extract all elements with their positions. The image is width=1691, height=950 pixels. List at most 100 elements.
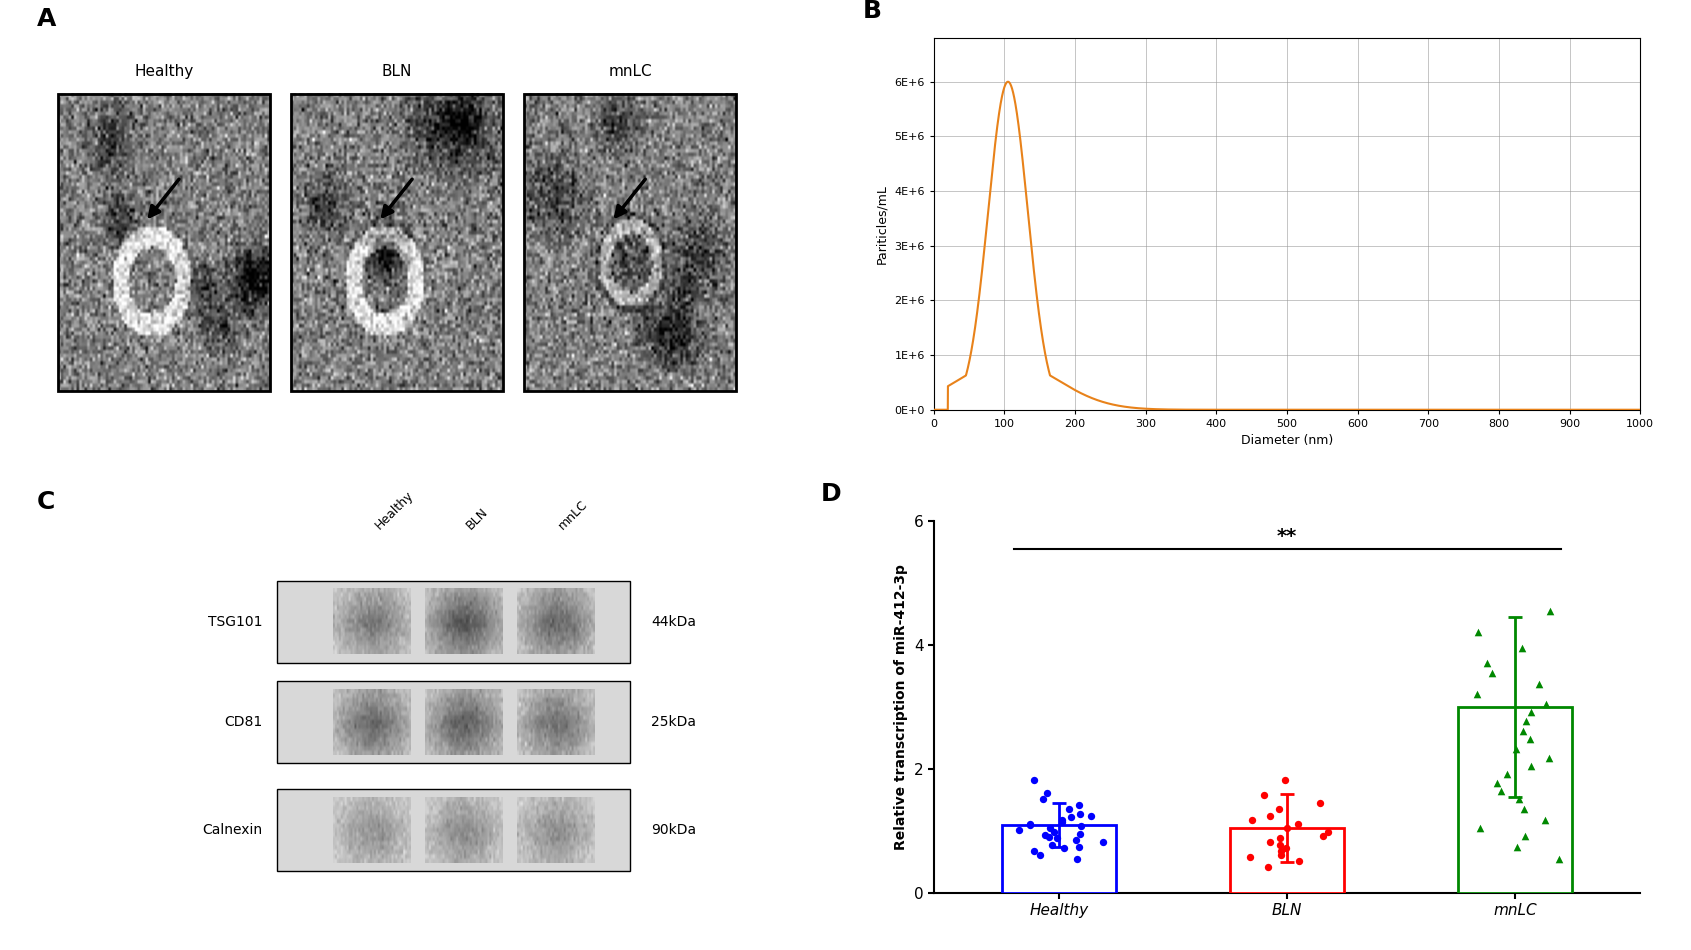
Point xyxy=(1251,788,1278,803)
Y-axis label: Pariticles/mL: Pariticles/mL xyxy=(876,184,889,264)
Point xyxy=(1064,851,1091,866)
Bar xyxy=(1003,825,1116,893)
Point xyxy=(1519,758,1546,773)
Point xyxy=(1065,839,1092,854)
Point xyxy=(1037,821,1064,836)
Point xyxy=(1067,819,1094,834)
Point xyxy=(1314,825,1341,840)
Point xyxy=(1037,829,1064,845)
X-axis label: Diameter (nm): Diameter (nm) xyxy=(1241,434,1333,447)
Text: BLN: BLN xyxy=(382,64,413,79)
Point xyxy=(1466,821,1493,836)
Point xyxy=(1510,802,1537,817)
Point xyxy=(1502,742,1529,757)
Text: Healthy: Healthy xyxy=(372,489,416,532)
Bar xyxy=(524,94,736,391)
Point xyxy=(1089,835,1116,850)
Point xyxy=(1309,828,1336,844)
Point xyxy=(1033,785,1060,800)
Point xyxy=(1285,816,1312,831)
Point xyxy=(1486,783,1513,798)
Point xyxy=(1532,696,1559,712)
Bar xyxy=(277,788,631,871)
Text: 90kDa: 90kDa xyxy=(651,823,697,837)
Point xyxy=(1065,797,1092,812)
Point xyxy=(1038,837,1065,852)
Text: B: B xyxy=(862,0,883,23)
Bar xyxy=(277,580,631,662)
Point xyxy=(1006,822,1033,837)
Point xyxy=(1021,772,1048,788)
Point xyxy=(1537,603,1564,618)
Point xyxy=(1267,844,1294,859)
Text: Healthy: Healthy xyxy=(134,64,193,79)
Point xyxy=(1307,795,1334,810)
Point xyxy=(1030,791,1057,807)
Point xyxy=(1503,839,1530,854)
Point xyxy=(1267,802,1294,817)
Text: 25kDa: 25kDa xyxy=(651,715,697,729)
Point xyxy=(1483,775,1510,790)
Point xyxy=(1273,821,1300,836)
Point xyxy=(1077,808,1104,823)
Point xyxy=(1048,812,1075,827)
Point xyxy=(1517,732,1544,747)
Point xyxy=(1513,713,1541,729)
Text: A: A xyxy=(37,7,56,30)
Point xyxy=(1021,844,1048,859)
Point xyxy=(1238,812,1265,827)
Text: mnLC: mnLC xyxy=(556,498,590,532)
Point xyxy=(1040,825,1067,840)
Point xyxy=(1463,686,1490,701)
Text: **: ** xyxy=(1277,527,1297,546)
Text: Calnexin: Calnexin xyxy=(203,823,262,837)
Bar xyxy=(277,681,631,763)
Text: BLN: BLN xyxy=(463,505,490,532)
Point xyxy=(1493,767,1520,782)
Text: D: D xyxy=(820,483,842,506)
Text: CD81: CD81 xyxy=(225,715,262,729)
Bar xyxy=(291,94,502,391)
Point xyxy=(1050,841,1077,856)
Point xyxy=(1032,827,1059,843)
Point xyxy=(1478,665,1505,680)
Point xyxy=(1530,812,1557,827)
Y-axis label: Relative transcription of miR-412-3p: Relative transcription of miR-412-3p xyxy=(895,564,908,850)
Point xyxy=(1055,802,1082,817)
Point xyxy=(1236,849,1263,865)
Point xyxy=(1535,750,1562,766)
Text: 44kDa: 44kDa xyxy=(651,615,697,629)
Point xyxy=(1525,676,1552,692)
Point xyxy=(1508,640,1535,656)
Point xyxy=(1026,847,1053,863)
Point xyxy=(1016,816,1043,831)
Point xyxy=(1043,831,1070,846)
Point xyxy=(1255,860,1282,875)
Point xyxy=(1512,828,1539,844)
Point xyxy=(1464,624,1491,639)
Bar xyxy=(1458,707,1573,893)
Point xyxy=(1256,835,1283,850)
Point xyxy=(1267,831,1294,846)
Point xyxy=(1256,808,1283,823)
Text: TSG101: TSG101 xyxy=(208,615,262,629)
Point xyxy=(1059,809,1086,825)
Point xyxy=(1267,837,1294,852)
Point xyxy=(1065,807,1092,822)
Point xyxy=(1048,814,1075,829)
Text: C: C xyxy=(37,490,56,514)
Text: mnLC: mnLC xyxy=(609,64,651,79)
Point xyxy=(1505,791,1532,807)
Bar xyxy=(1229,828,1344,893)
Point xyxy=(1268,847,1295,863)
Point xyxy=(1546,851,1573,866)
Point xyxy=(1067,826,1094,842)
Point xyxy=(1510,723,1537,738)
Point xyxy=(1272,772,1299,788)
Point xyxy=(1517,705,1544,720)
Point xyxy=(1062,833,1089,848)
Bar xyxy=(57,94,271,391)
Point xyxy=(1016,817,1043,832)
Point xyxy=(1273,841,1300,856)
Point xyxy=(1473,655,1500,670)
